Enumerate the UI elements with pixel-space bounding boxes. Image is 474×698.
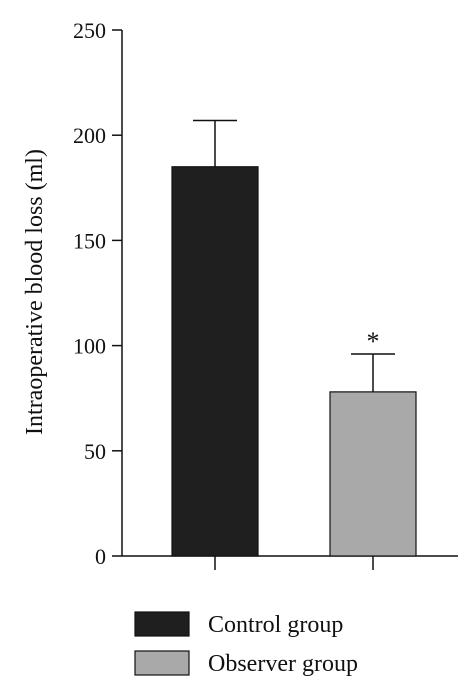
legend-swatch — [134, 650, 190, 676]
significance-marker: * — [367, 327, 380, 356]
y-axis: 0 50 100 150 200 250 — [73, 18, 123, 569]
legend-label: Observer group — [208, 651, 358, 677]
bar-observer-group — [329, 391, 417, 557]
legend: Control group Observer group — [134, 611, 358, 677]
y-tick-label: 150 — [73, 228, 106, 253]
y-axis-label: Intraoperative blood loss (ml) — [22, 149, 48, 435]
y-tick-label: 0 — [95, 544, 106, 569]
y-tick-label: 50 — [84, 439, 106, 464]
y-tick-label: 100 — [73, 334, 106, 359]
bars: * — [171, 119, 417, 557]
bar-control-group — [171, 166, 259, 557]
legend-label: Control group — [208, 612, 343, 638]
legend-swatch — [134, 611, 190, 637]
y-tick-label: 250 — [73, 18, 106, 43]
y-tick-label: 200 — [73, 123, 106, 148]
x-axis — [122, 555, 458, 570]
